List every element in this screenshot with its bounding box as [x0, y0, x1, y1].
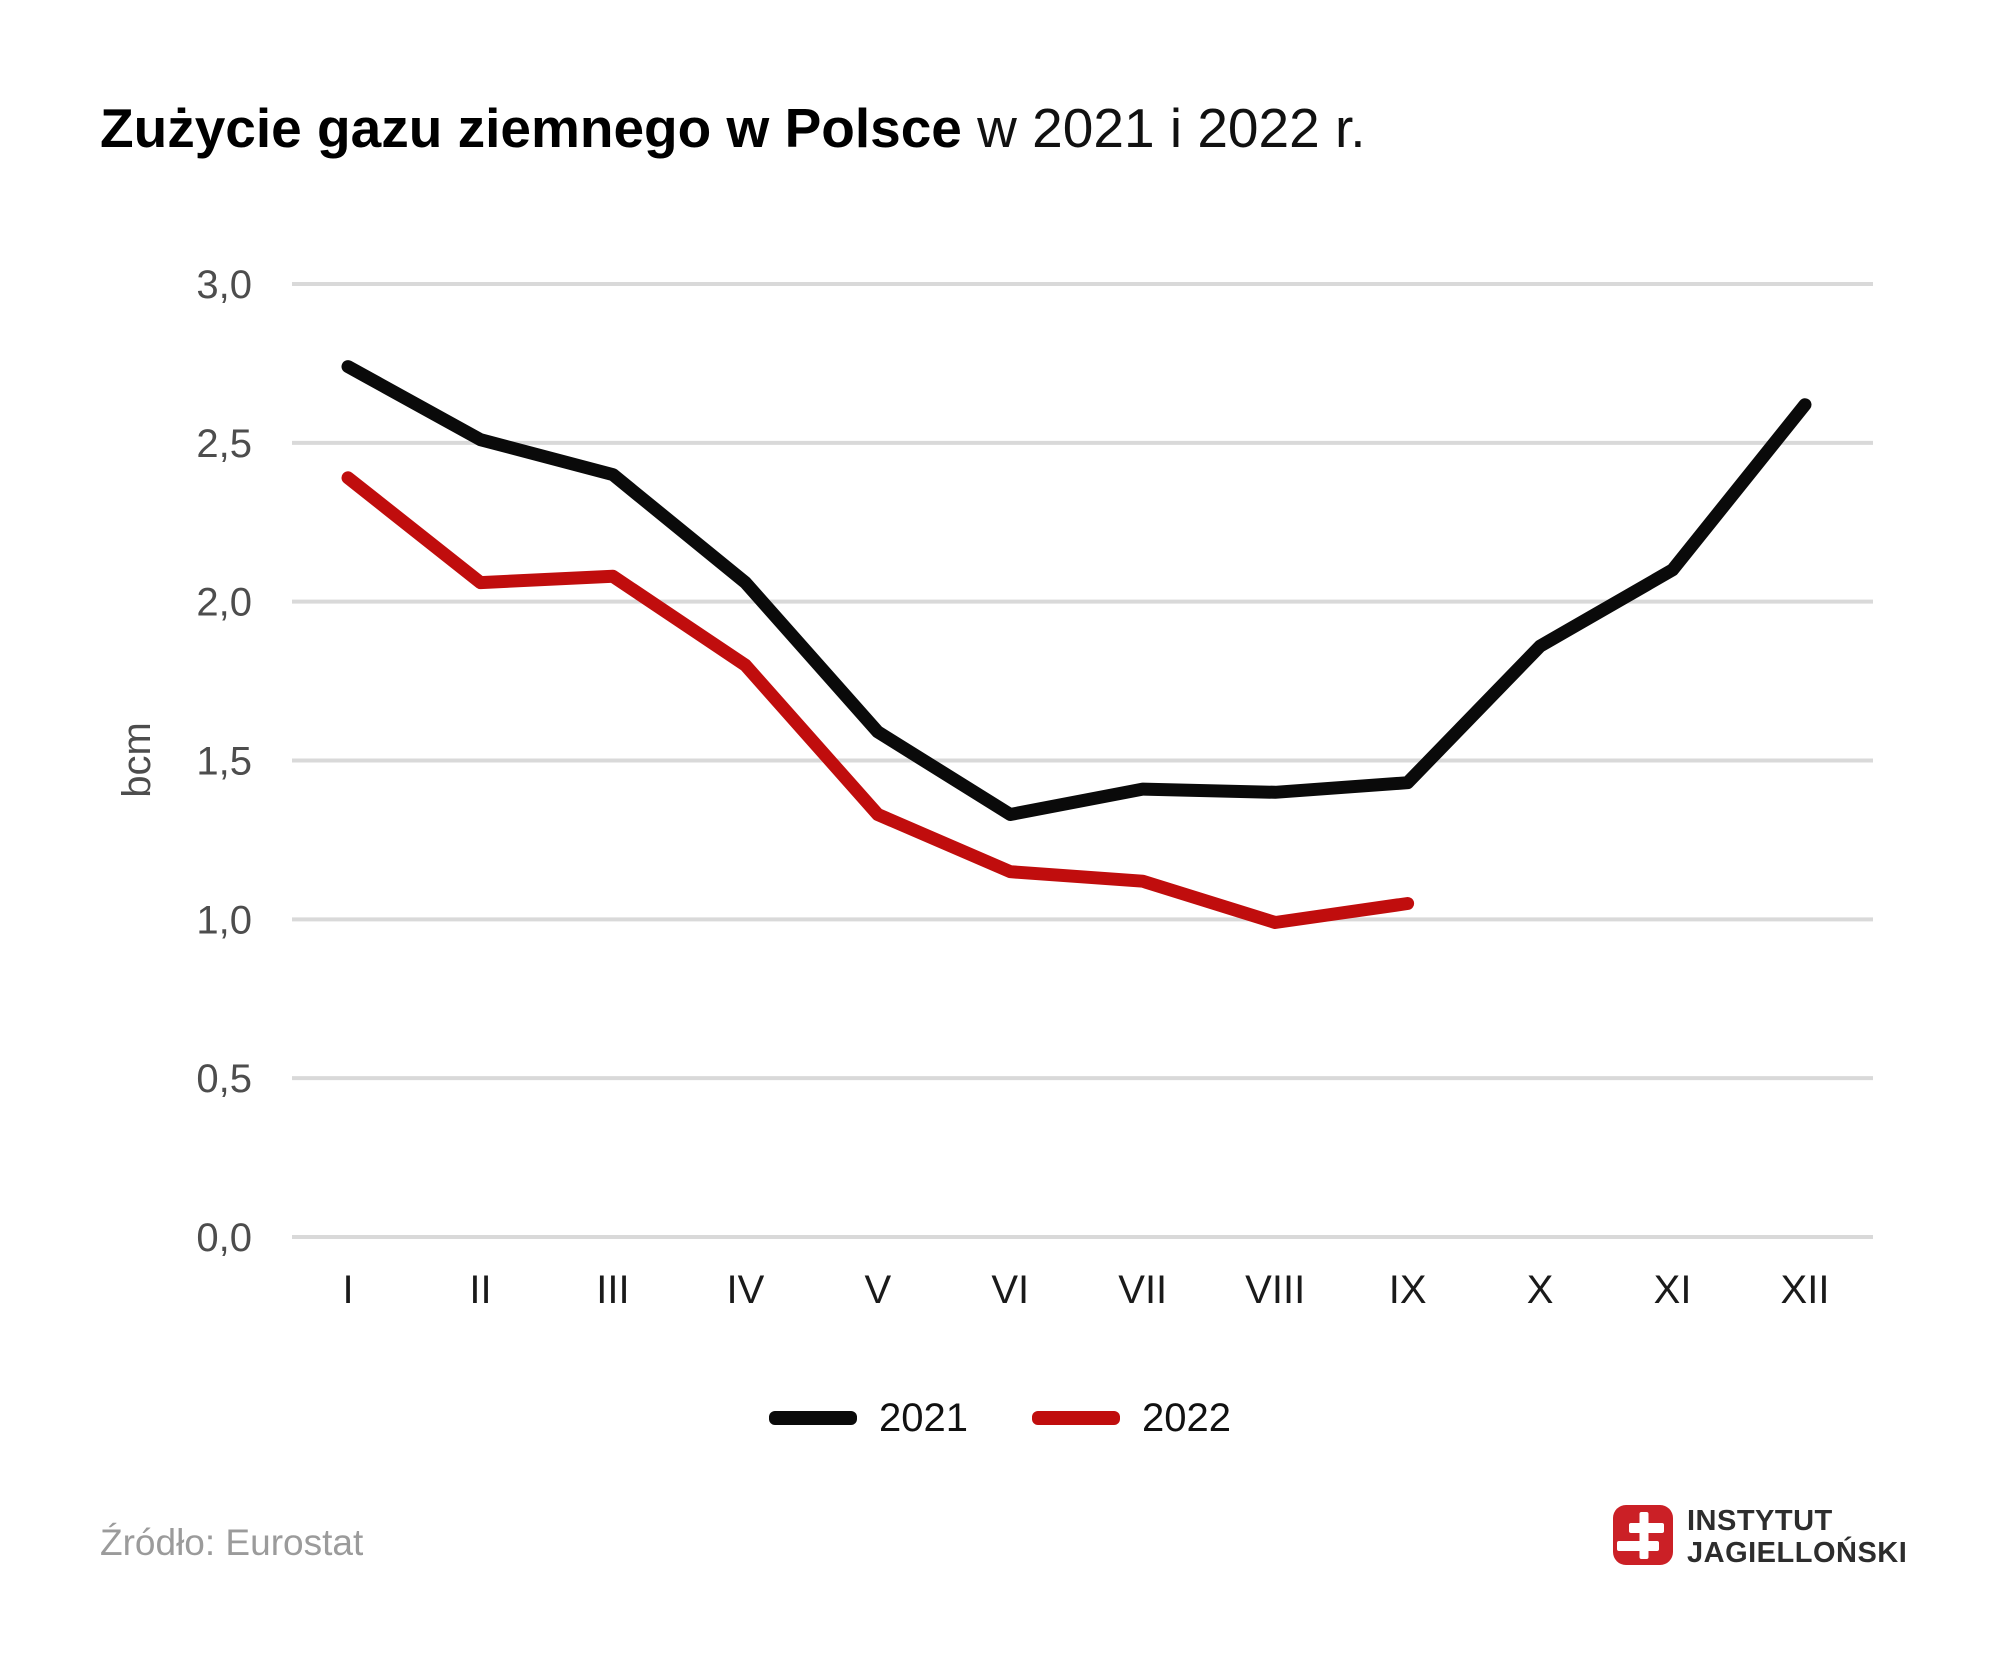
- chart-legend: 2021 2022: [0, 1393, 2000, 1443]
- institute-logo: INSTYTUT JAGIELLOŃSKI: [1613, 1505, 1907, 1569]
- x-tick-label: VI: [991, 1268, 1029, 1312]
- x-tick-label: III: [596, 1268, 629, 1312]
- x-tick-label: XII: [1781, 1268, 1830, 1312]
- y-tick-label: 2,5: [196, 422, 252, 466]
- legend-swatch-2021: [769, 1411, 858, 1425]
- gas-consumption-line-chart: 3,02,52,01,51,00,50,0I II III IV V VI VII VIII I…: [115, 263, 1873, 1312]
- y-tick-label: 2,0: [196, 581, 252, 625]
- y-tick-label: 0,5: [196, 1057, 252, 1101]
- x-tick-label: IV: [726, 1268, 764, 1312]
- legend-item-2021: 2021: [769, 1396, 968, 1441]
- chart-title-main: Zużycie gazu ziemnego w Polsce: [100, 97, 962, 159]
- institute-logo-text: INSTYTUT JAGIELLOŃSKI: [1687, 1505, 1907, 1569]
- legend-label-2022: 2022: [1142, 1395, 1231, 1440]
- source-caption: Źródło: Eurostat: [100, 1522, 364, 1563]
- x-tick-label: VIII: [1245, 1268, 1305, 1312]
- y-tick-label: 0,0: [196, 1216, 252, 1260]
- legend-label-2021: 2021: [879, 1395, 968, 1440]
- jagiellonian-double-cross-icon: [1613, 1505, 1673, 1565]
- series-line-2021: [341, 360, 1812, 821]
- series-line-2022: [341, 471, 1415, 929]
- legend-swatch-2022: [1032, 1411, 1120, 1425]
- chart-title: Zużycie gazu ziemnego w Polsce w 2021 i …: [100, 98, 1366, 159]
- x-tick-label: V: [864, 1268, 891, 1312]
- x-tick-label: X: [1527, 1268, 1554, 1312]
- y-tick-label: 1,0: [196, 898, 252, 942]
- y-axis-title: bcm: [115, 722, 159, 798]
- x-tick-label: IX: [1389, 1268, 1427, 1312]
- x-tick-label: VII: [1118, 1268, 1167, 1312]
- x-tick-label: I: [342, 1268, 353, 1312]
- x-tick-label: XI: [1654, 1268, 1692, 1312]
- x-tick-label: II: [469, 1268, 491, 1312]
- institute-logo-line1: INSTYTUT: [1687, 1505, 1833, 1537]
- chart-title-suffix: w 2021 i 2022 r.: [961, 97, 1366, 159]
- institute-logo-line2: JAGIELLOŃSKI: [1687, 1537, 1908, 1569]
- y-tick-label: 3,0: [196, 263, 252, 307]
- y-tick-label: 1,5: [196, 740, 252, 784]
- legend-item-2022: 2022: [1032, 1396, 1231, 1441]
